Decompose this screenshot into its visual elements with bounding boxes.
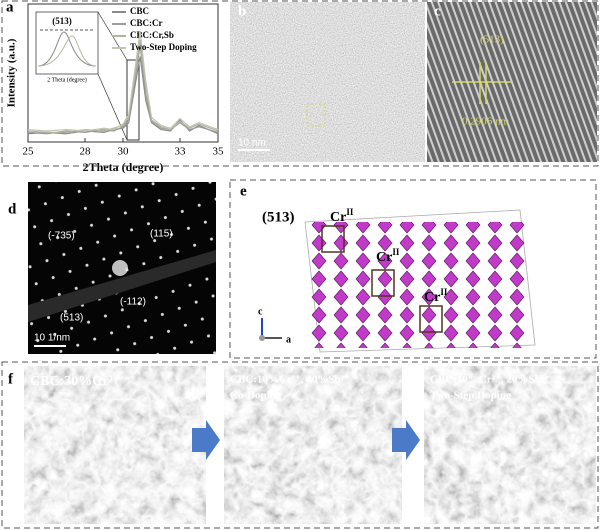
site-label: CrII (376, 247, 400, 265)
y-axis-label: Intensity (a.u.) (6, 38, 18, 107)
legend-label: CBC:Cr,Sb (130, 30, 174, 40)
site-label: CrII (330, 207, 354, 225)
panel-label: a (6, 0, 14, 15)
panel-border (1, 361, 599, 529)
panel-label: d (8, 201, 17, 217)
sample-note: Two-Step Doping (430, 390, 512, 402)
center-spot (112, 260, 128, 276)
legend-label: CBC (130, 6, 149, 16)
sample-note: Co-Doping (230, 390, 282, 402)
panel-label: f (8, 371, 14, 387)
x-tick-label: 25 (23, 146, 35, 158)
inset-title: (513) (52, 16, 72, 26)
plane-label: (513) (262, 209, 295, 225)
arrow (192, 420, 220, 460)
series-line (27, 45, 219, 135)
site-box (371, 269, 395, 297)
scale-bar-label: 10 1/nm (34, 333, 70, 344)
charge: II (392, 247, 400, 257)
panel-border (229, 179, 597, 359)
legend-label: Two-Step Doping (130, 42, 197, 52)
sample-label: CBC:30%Cr³⁺ (30, 374, 120, 389)
sem-image (224, 366, 402, 524)
inset-peak (37, 35, 97, 67)
sample-label: CBC:10%Cr³⁺, 20%Sb³⁺ (430, 374, 550, 386)
panel-label: b (238, 3, 246, 19)
charge: II (440, 287, 448, 297)
sem-image (424, 366, 596, 524)
element: Cr (376, 250, 392, 265)
arrow (392, 420, 420, 460)
zoom-line (97, 73, 128, 141)
site-box (419, 305, 443, 333)
axis-label: a (286, 334, 291, 345)
legend-label: CBC:Cr (130, 18, 163, 28)
spot-label: (-112) (120, 297, 146, 308)
site-box (321, 225, 345, 253)
panel-label: e (240, 183, 247, 199)
x-tick-label: 35 (213, 146, 225, 158)
inset-frame (35, 11, 99, 75)
x-tick-label: 28 (80, 146, 92, 158)
selection-box (306, 103, 326, 127)
x-tick-label: 33 (175, 146, 187, 158)
inset-peak (37, 31, 97, 67)
spacing-label: 0.2906 nm (462, 116, 510, 128)
x-tick-label: 30 (118, 146, 130, 158)
sample-label: CBC:10%Cr³⁺, 20%Sb³⁺ (230, 374, 350, 386)
tem-image (230, 2, 425, 162)
beam-stop (28, 250, 216, 322)
series-line (27, 31, 219, 132)
panel-label: c (434, 3, 441, 19)
inset-x-label: 2 Theta (degree) (47, 76, 87, 83)
element: Cr (424, 290, 440, 305)
sem-image (24, 366, 206, 524)
spot-label: (115) (150, 229, 173, 240)
plane-label: (513) (480, 34, 504, 46)
panel-a: a Intensity (a.u.) 2Theta (degree) (513)… (6, 0, 224, 174)
x-axis-label: 2Theta (degree) (83, 160, 164, 174)
element: Cr (330, 210, 346, 225)
series-line (27, 39, 219, 133)
charge: II (346, 207, 354, 217)
site-label: CrII (424, 287, 448, 305)
zoom-box (126, 59, 140, 141)
axis-label: c (258, 306, 263, 317)
spot-label: (-735) (48, 231, 75, 242)
spot-label: (513) (60, 313, 83, 324)
axis-origin (259, 335, 265, 341)
scale-bar-label: 10 nm (238, 138, 266, 149)
